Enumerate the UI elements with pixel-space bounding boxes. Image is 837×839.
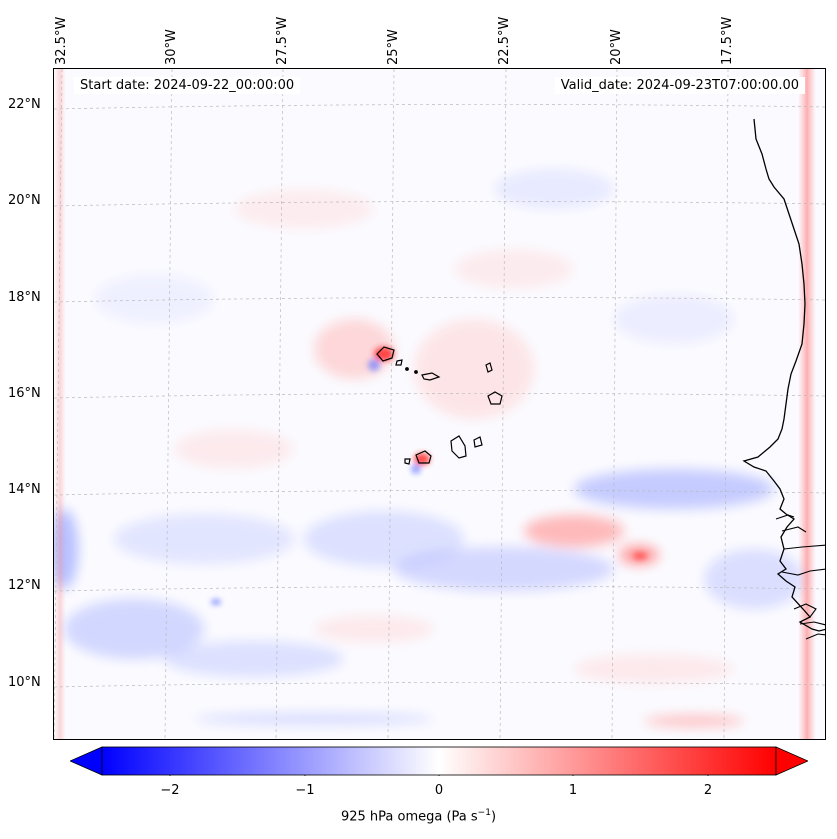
omega-field-plot: [54, 69, 825, 739]
colorbar-tick-neg2: −2: [160, 783, 180, 798]
lat-tick-20n: 20°N: [8, 193, 41, 208]
africa-coastline-detail: [775, 514, 825, 640]
colorbar-label: 925 hPa omega (Pa s−1): [0, 808, 837, 824]
colorbar-tick-0: 0: [434, 783, 444, 798]
lat-tick-14n: 14°N: [8, 482, 41, 497]
lon-tick-25w: 25°W: [386, 29, 401, 65]
colorbar-gradient: [101, 746, 777, 776]
edge-artifact-left: [54, 69, 66, 739]
lat-tick-16n: 16°N: [8, 386, 41, 401]
gridlines: [54, 69, 825, 739]
start-date-label: Start date: 2024-09-22_00:00:00: [74, 77, 301, 94]
cape-verde-islands: [376, 346, 503, 465]
colorbar-label-exponent: −1: [477, 808, 491, 818]
lat-tick-22n: 22°N: [8, 97, 41, 112]
lat-tick-12n: 12°N: [8, 578, 41, 593]
lon-tick-22-5w: 22.5°W: [497, 16, 512, 65]
lon-tick-32-5w: 32.5°W: [54, 16, 69, 65]
colorbar-tick-1: 1: [568, 783, 578, 798]
lon-tick-20w: 20°W: [609, 29, 624, 65]
colorbar-tick-neg1: −1: [295, 783, 315, 798]
colorbar-extend-max: [775, 746, 808, 776]
lon-tick-30w: 30°W: [164, 29, 179, 65]
omega-field-shading: [54, 169, 804, 727]
colorbar-extend-min: [70, 746, 103, 776]
valid-date-label: Valid_date: 2024-09-23T07:00:00.00: [554, 77, 805, 94]
lon-tick-17-5w: 17.5°W: [720, 16, 735, 65]
edge-artifact-right: [798, 69, 816, 739]
colorbar-label-main: 925 hPa omega (Pa s: [340, 809, 478, 825]
colorbar: [70, 746, 808, 776]
omega-map-panel: Start date: 2024-09-22_00:00:00 Valid_da…: [53, 68, 826, 740]
africa-coastline: [742, 118, 825, 632]
lat-tick-18n: 18°N: [8, 290, 41, 305]
lat-tick-10n: 10°N: [8, 675, 41, 690]
colorbar-tick-2: 2: [703, 783, 713, 798]
colorbar-tick-marks: [169, 775, 709, 776]
colorbar-label-end: ): [490, 809, 497, 825]
lon-tick-27-5w: 27.5°W: [275, 16, 290, 65]
